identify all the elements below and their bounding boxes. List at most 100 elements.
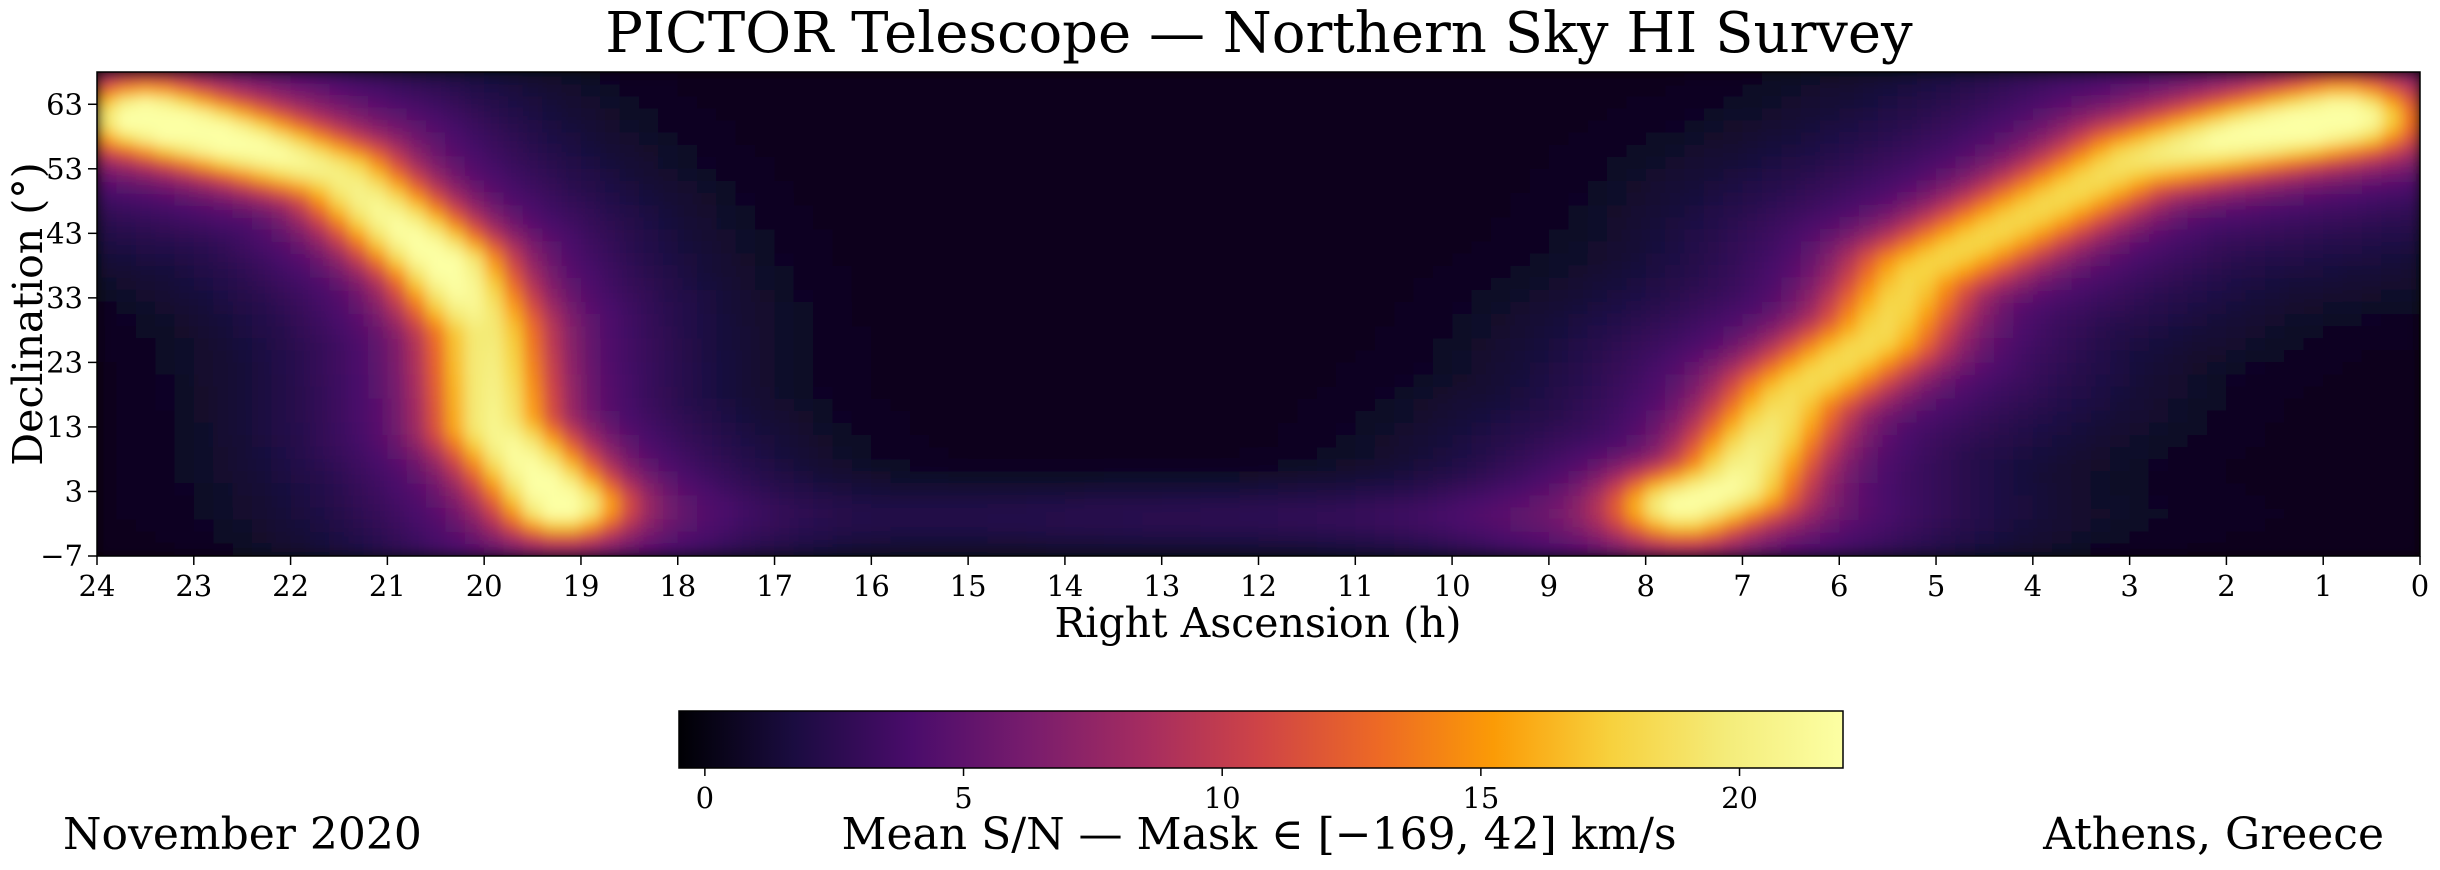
heatmap-cell [1045,326,1066,339]
heatmap-cell [1026,180,1047,194]
heatmap-cell [1916,471,1937,485]
heatmap-cell [697,422,718,436]
heatmap-cell [1839,120,1860,134]
heatmap-cell [2013,459,2034,473]
heatmap-cell [2187,447,2208,460]
heatmap-cell [2323,241,2344,255]
heatmap-cell [1355,314,1376,327]
heatmap-cell [2400,229,2420,243]
heatmap-cell [1819,350,1841,364]
heatmap-cell [1471,326,1492,339]
heatmap-cell [1916,435,1937,448]
heatmap-cell [580,519,602,533]
heatmap-cell [2090,156,2112,170]
heatmap-cell [735,531,756,545]
heatmap-cell [2323,543,2344,556]
heatmap-cell [697,519,718,533]
heatmap-cell [2361,108,2383,122]
heatmap-cell [1181,338,1202,352]
heatmap-cell [445,168,466,182]
heatmap-cell [464,265,485,279]
heatmap-cell [813,289,834,303]
heatmap-cell [1529,156,1550,170]
heatmap-cell [2148,72,2170,85]
heatmap-cell [97,168,118,182]
heatmap-cell [2303,410,2325,424]
heatmap-cell [213,289,234,303]
heatmap-cell [445,338,466,352]
heatmap-cell [1452,374,1473,388]
heatmap-cell [1684,519,1705,533]
heatmap-cell [755,362,776,376]
heatmap-cell [1703,144,1724,158]
heatmap-cell [251,108,273,122]
heatmap-cell [2361,374,2383,388]
heatmap-cell [1510,217,1531,231]
heatmap-cell [2381,519,2402,533]
heatmap-cell [871,459,892,473]
heatmap-cell [1936,362,1957,376]
heatmap-cell [1161,483,1182,497]
heatmap-cell [1297,217,1318,231]
heatmap-cell [1510,132,1531,146]
heatmap-cell [1161,507,1182,521]
heatmap-cell [2226,374,2247,388]
heatmap-cell [484,289,505,303]
heatmap-cell [755,410,776,424]
heatmap-cell [1064,72,1086,85]
heatmap-cell [116,289,137,303]
heatmap-cell [1181,168,1202,182]
heatmap-cell [987,241,1008,255]
heatmap-cell [1529,350,1550,364]
heatmap-cell [2187,362,2208,376]
heatmap-cell [639,410,660,424]
heatmap-cell [697,156,718,170]
heatmap-cell [561,96,582,110]
heatmap-cell [2187,253,2208,267]
heatmap-cell [1665,96,1686,110]
heatmap-cell [2032,519,2053,533]
heatmap-cell [871,519,892,533]
heatmap-cell [1084,241,1105,255]
heatmap-cell [1877,495,1899,509]
heatmap-cell [1568,168,1589,182]
heatmap-cell [174,386,195,400]
heatmap-cell [1626,374,1647,388]
heatmap-cell [871,326,892,339]
heatmap-cell [716,289,737,303]
heatmap-cell [2323,459,2344,473]
heatmap-cell [2226,253,2247,267]
heatmap-cell [426,362,447,376]
heatmap-cell [697,301,718,315]
heatmap-cell [1355,84,1376,97]
heatmap-cell [1219,543,1240,556]
heatmap-cell [2071,205,2092,218]
heatmap-cell [1200,507,1221,521]
heatmap-cell [639,338,660,352]
heatmap-cell [1394,193,1415,206]
heatmap-cell [1761,483,1782,497]
heatmap-cell [542,96,563,110]
heatmap-cell [619,435,640,448]
heatmap-cell [1587,120,1608,134]
heatmap-cell [793,471,815,485]
heatmap-cell [1955,398,1976,412]
heatmap-cell [2361,362,2383,376]
heatmap-cell [1413,132,1434,146]
heatmap-cell [271,435,292,448]
heatmap-cell [2168,301,2189,315]
heatmap-cell [1258,410,1279,424]
heatmap-cell [561,156,582,170]
heatmap-cell [426,374,447,388]
heatmap-cell [697,289,718,303]
heatmap-cell [987,543,1008,556]
heatmap-cell [851,156,873,170]
heatmap-cell [755,229,776,243]
heatmap-cell [1529,217,1550,231]
heatmap-cell [1297,459,1318,473]
heatmap-cell [948,144,969,158]
heatmap-cell [697,241,718,255]
heatmap-cell [522,483,544,497]
heatmap-cell [2381,338,2402,352]
heatmap-cell [2381,168,2402,182]
